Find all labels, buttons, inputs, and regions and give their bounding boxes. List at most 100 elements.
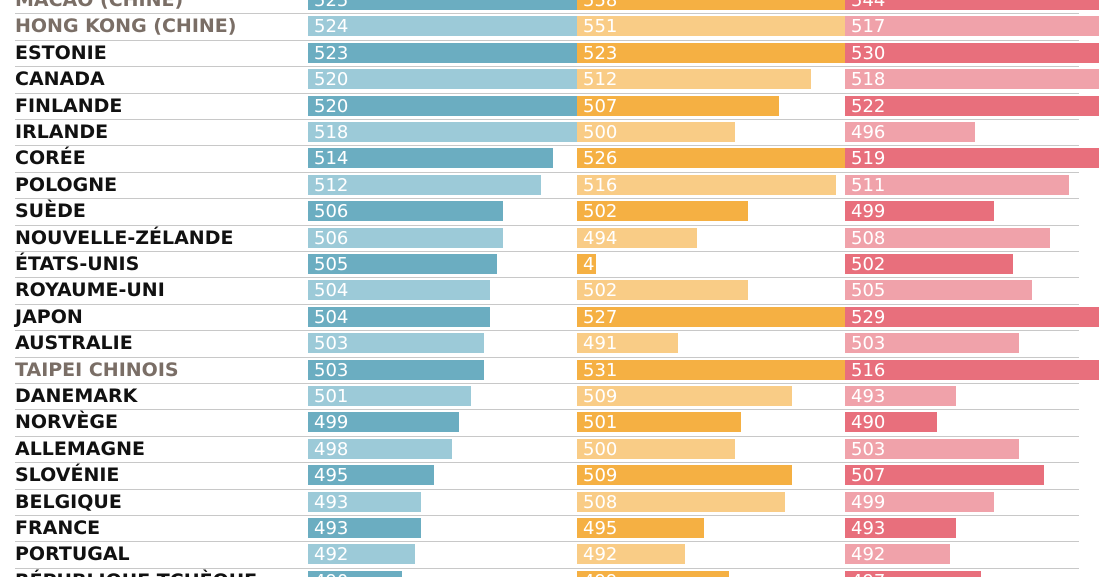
math-score-bar: [577, 254, 597, 274]
country-label: PORTUGAL: [15, 543, 130, 566]
science-score-label: 505: [851, 280, 886, 302]
reading-score-label: 524: [314, 16, 349, 38]
science-score-label: 499: [851, 491, 886, 513]
row-divider: [15, 330, 1079, 332]
reading-score-label: 512: [314, 174, 349, 196]
science-score-label: 529: [851, 306, 886, 328]
country-label: BELGIQUE: [15, 490, 122, 513]
math-score-bar: [577, 518, 704, 538]
table-row: JAPON 504 527 529: [0, 304, 1099, 332]
science-score-bar: [845, 174, 1070, 195]
row-divider: [15, 198, 1079, 200]
row-divider: [15, 409, 1079, 411]
math-score-label: 491: [583, 333, 618, 355]
science-score-bar: [845, 254, 1013, 274]
math-score-bar: [577, 42, 880, 63]
math-score-label: 502: [583, 201, 618, 223]
row-divider: [15, 462, 1079, 464]
country-label: RÉPUBLIQUE TCHÈQUE: [15, 569, 257, 577]
table-row: NORVÈGE 499 501 490: [0, 409, 1099, 437]
country-label: ALLEMAGNE: [15, 437, 145, 460]
country-label: DANEMARK: [15, 385, 138, 407]
table-row: TAIPEI CHINOIS 503 531 516: [0, 357, 1099, 384]
reading-score-bar: [308, 306, 491, 327]
science-score-bar: [845, 306, 1099, 327]
reading-score-bar: [308, 412, 459, 433]
table-row: NOUVELLE-ZÉLANDE 506 494 508: [0, 225, 1099, 252]
reading-score-bar: [308, 544, 415, 565]
country-label: ESTONIE: [15, 41, 107, 64]
reading-score-bar: [308, 438, 453, 459]
science-score-label: 507: [851, 465, 886, 487]
row-divider: [15, 145, 1079, 147]
science-score-bar: [845, 518, 956, 538]
reading-score-label: 518: [314, 122, 349, 143]
math-score-bar: [577, 201, 748, 222]
science-score-label: 503: [851, 333, 886, 355]
math-score-label: 512: [583, 69, 618, 91]
math-score-label: 531: [583, 359, 618, 381]
math-score-label: 494: [583, 227, 618, 249]
math-score-bar: [577, 491, 786, 512]
country-label: ÉTATS-UNIS: [15, 253, 140, 275]
row-divider: [15, 277, 1079, 279]
math-score-bar: [577, 95, 780, 116]
reading-score-label: 514: [314, 148, 349, 170]
math-score-label: 492: [583, 544, 618, 566]
math-score-bar: [577, 359, 931, 380]
reading-score-bar: [308, 95, 591, 116]
table-row: FRANCE 493 495 493: [0, 515, 1099, 543]
row-divider: [15, 488, 1079, 490]
math-score-label: 502: [583, 280, 618, 302]
science-score-bar: [845, 386, 956, 406]
math-score-label: 499: [577, 571, 617, 577]
table-row: RÉPUBLIQUE TCHÈQUE 490 499 497: [0, 568, 1099, 577]
science-score-label: 517: [851, 16, 886, 38]
table-row: AUSTRALIE 503 491 503: [0, 330, 1099, 358]
math-score-label: 527: [583, 306, 618, 328]
math-score-bar: [577, 0, 1099, 10]
math-score-label: 501: [583, 412, 618, 434]
science-score-bar: [845, 465, 1045, 486]
reading-score-bar: [308, 465, 434, 486]
reading-score-bar: [308, 570, 402, 577]
science-score-label: 518: [851, 69, 886, 91]
reading-score-bar: [308, 148, 554, 169]
science-score-label: 493: [851, 386, 886, 407]
math-score-bar: [577, 148, 899, 169]
math-score-bar: [577, 386, 792, 406]
row-divider: [15, 92, 1079, 94]
reading-score-label: 504: [314, 280, 349, 302]
math-score-bar: [577, 306, 906, 327]
table-row: PORTUGAL 492 492 492: [0, 541, 1099, 569]
country-label: FINLANDE: [15, 94, 123, 117]
science-score-label: 508: [851, 227, 886, 249]
reading-score-bar: [308, 122, 579, 142]
reading-score-label: 503: [314, 333, 349, 355]
reading-score-label: 499: [314, 412, 349, 434]
science-score-label: 519: [851, 148, 886, 170]
science-score-label: 496: [851, 122, 886, 143]
row-divider: [15, 567, 1079, 569]
math-score-label: 516: [583, 174, 618, 196]
reading-score-bar: [308, 16, 617, 37]
reading-score-label: 503: [314, 359, 349, 381]
reading-score-bar: [308, 42, 610, 63]
science-score-bar: [845, 359, 1099, 380]
reading-score-bar: [308, 386, 472, 406]
science-score-label: 516: [851, 359, 886, 381]
reading-score-bar: [308, 518, 421, 538]
math-score-label: 551: [583, 16, 618, 38]
country-label: IRLANDE: [15, 121, 109, 143]
science-score-label: 493: [851, 518, 886, 539]
country-label: SUÈDE: [15, 200, 86, 223]
science-score-label: 503: [851, 438, 886, 460]
science-score-bar: [845, 280, 1032, 301]
science-score-bar: [845, 227, 1051, 248]
reading-score-label: 493: [314, 491, 349, 513]
country-label: HONG KONG (CHINE): [15, 15, 237, 38]
row-divider: [15, 118, 1079, 120]
science-score-bar: [845, 0, 1099, 10]
country-label: SLOVÉNIE: [15, 464, 120, 487]
